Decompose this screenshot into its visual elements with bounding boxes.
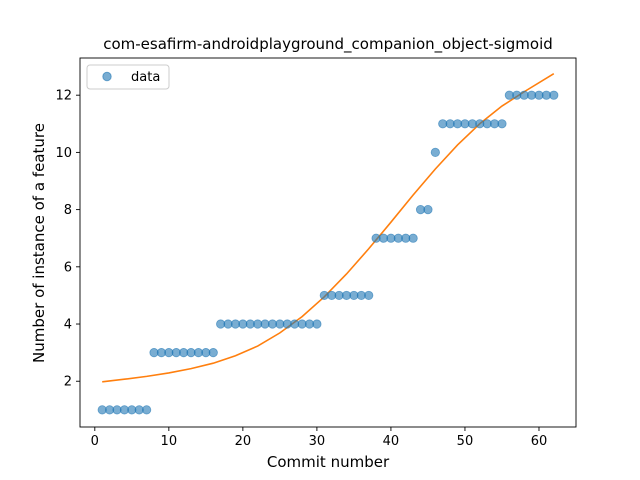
- axes-frame: [79, 57, 577, 428]
- data-point: [208, 348, 218, 358]
- data-point: [549, 90, 559, 100]
- x-tick-label: 10: [161, 434, 178, 449]
- y-tick-label: 12: [55, 89, 72, 104]
- data-point: [423, 205, 433, 215]
- y-tick-label: 8: [64, 203, 72, 218]
- x-axis-label: Commit number: [267, 453, 390, 471]
- x-tick-label: 0: [91, 434, 99, 449]
- y-tick-label: 4: [64, 318, 72, 333]
- legend-marker: [102, 71, 112, 82]
- chart-title: com-esafirm-androidplayground_companion_…: [103, 35, 553, 54]
- legend-label: data: [131, 70, 160, 85]
- data-point: [497, 119, 507, 129]
- data-point: [142, 405, 152, 415]
- data-point: [408, 233, 418, 243]
- y-tick-label: 2: [64, 375, 72, 390]
- x-tick-label: 60: [531, 434, 548, 449]
- y-axis-label: Number of instance of a feature: [30, 123, 48, 363]
- data-point: [364, 290, 374, 301]
- data-point: [430, 147, 440, 157]
- x-tick-label: 20: [235, 434, 252, 449]
- data-point: [312, 319, 322, 329]
- x-tick-label: 50: [457, 434, 474, 449]
- x-tick-label: 40: [383, 434, 400, 449]
- x-tick-label: 30: [309, 434, 326, 449]
- y-tick-label: 6: [64, 260, 72, 275]
- y-tick-label: 10: [55, 146, 72, 161]
- legend: data: [86, 64, 170, 90]
- legend-box: [86, 64, 170, 90]
- plot-area: 0 10 20 30 40 50 60 2 4 6 8 10 12: [55, 57, 577, 449]
